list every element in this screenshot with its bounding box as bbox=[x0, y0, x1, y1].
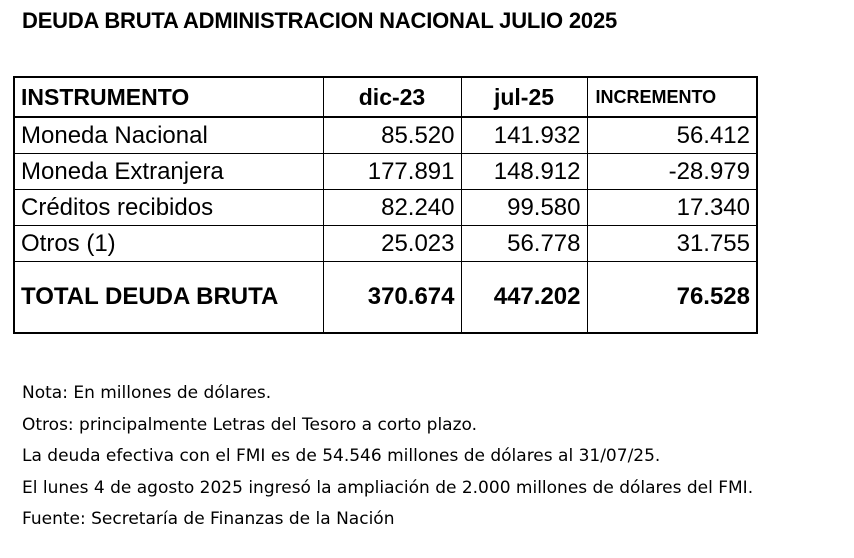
row-dic23-value: 85.520 bbox=[322, 117, 462, 154]
note-otros: Otros: principalmente Letras del Tesoro … bbox=[22, 414, 478, 435]
table-row: Créditos recibidos 82.240 99.580 17.340 bbox=[13, 189, 758, 226]
row-dic23-value: 82.240 bbox=[322, 189, 462, 226]
row-label: Otros (1) bbox=[13, 225, 324, 262]
row-dic23-value: 25.023 bbox=[322, 225, 462, 262]
table-total-row: TOTAL DEUDA BRUTA 370.674 447.202 76.528 bbox=[13, 261, 758, 333]
header-dic23: dic-23 bbox=[322, 77, 462, 118]
header-instrument: INSTRUMENTO bbox=[13, 77, 324, 118]
note-fmi-debt: La deuda efectiva con el FMI es de 54.54… bbox=[22, 446, 661, 466]
row-jul25-value: 99.580 bbox=[460, 189, 588, 226]
total-dic23-value: 370.674 bbox=[322, 261, 462, 333]
debt-table: INSTRUMENTO dic-23 jul-25 INCREMENTO Mon… bbox=[13, 76, 758, 334]
row-jul25-value: 141.932 bbox=[460, 117, 588, 154]
row-increment-value: 17.340 bbox=[586, 189, 758, 226]
row-jul25-value: 148.912 bbox=[460, 153, 588, 190]
table-row: Moneda Extranjera 177.891 148.912 -28.97… bbox=[13, 153, 758, 190]
row-increment-value: -28.979 bbox=[586, 153, 758, 190]
row-label: Moneda Nacional bbox=[13, 117, 324, 154]
total-jul25-value: 447.202 bbox=[460, 261, 588, 333]
notes-block: Nota: En millones de dólares. Otros: pri… bbox=[22, 378, 753, 536]
note-units: Nota: En millones de dólares. bbox=[22, 383, 272, 403]
total-label: TOTAL DEUDA BRUTA bbox=[13, 261, 324, 333]
table-row: Moneda Nacional 85.520 141.932 56.412 bbox=[13, 117, 758, 154]
page-title: DEUDA BRUTA ADMINISTRACION NACIONAL JULI… bbox=[22, 8, 618, 33]
header-increment: INCREMENTO bbox=[586, 77, 758, 118]
row-increment-value: 31.755 bbox=[586, 225, 758, 262]
note-source: Fuente: Secretaría de Finanzas de la Nac… bbox=[22, 509, 395, 529]
total-increment-value: 76.528 bbox=[586, 261, 758, 333]
row-increment-value: 56.412 bbox=[586, 117, 758, 154]
note-fmi-disbursement: El lunes 4 de agosto 2025 ingresó la amp… bbox=[22, 477, 754, 498]
row-label: Moneda Extranjera bbox=[13, 153, 324, 190]
row-label: Créditos recibidos bbox=[13, 189, 324, 226]
row-dic23-value: 177.891 bbox=[322, 153, 462, 190]
header-jul25: jul-25 bbox=[460, 77, 588, 118]
row-jul25-value: 56.778 bbox=[460, 225, 588, 262]
table-row: Otros (1) 25.023 56.778 31.755 bbox=[13, 225, 758, 262]
table-header-row: INSTRUMENTO dic-23 jul-25 INCREMENTO bbox=[13, 77, 758, 118]
